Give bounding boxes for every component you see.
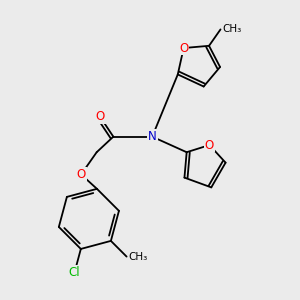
Text: O: O	[76, 168, 86, 181]
Text: O: O	[205, 139, 214, 152]
Text: O: O	[179, 41, 188, 55]
Text: Cl: Cl	[69, 266, 80, 279]
Text: N: N	[148, 130, 157, 143]
Text: CH₃: CH₃	[223, 24, 242, 34]
Text: CH₃: CH₃	[129, 252, 148, 262]
Text: O: O	[95, 110, 105, 123]
